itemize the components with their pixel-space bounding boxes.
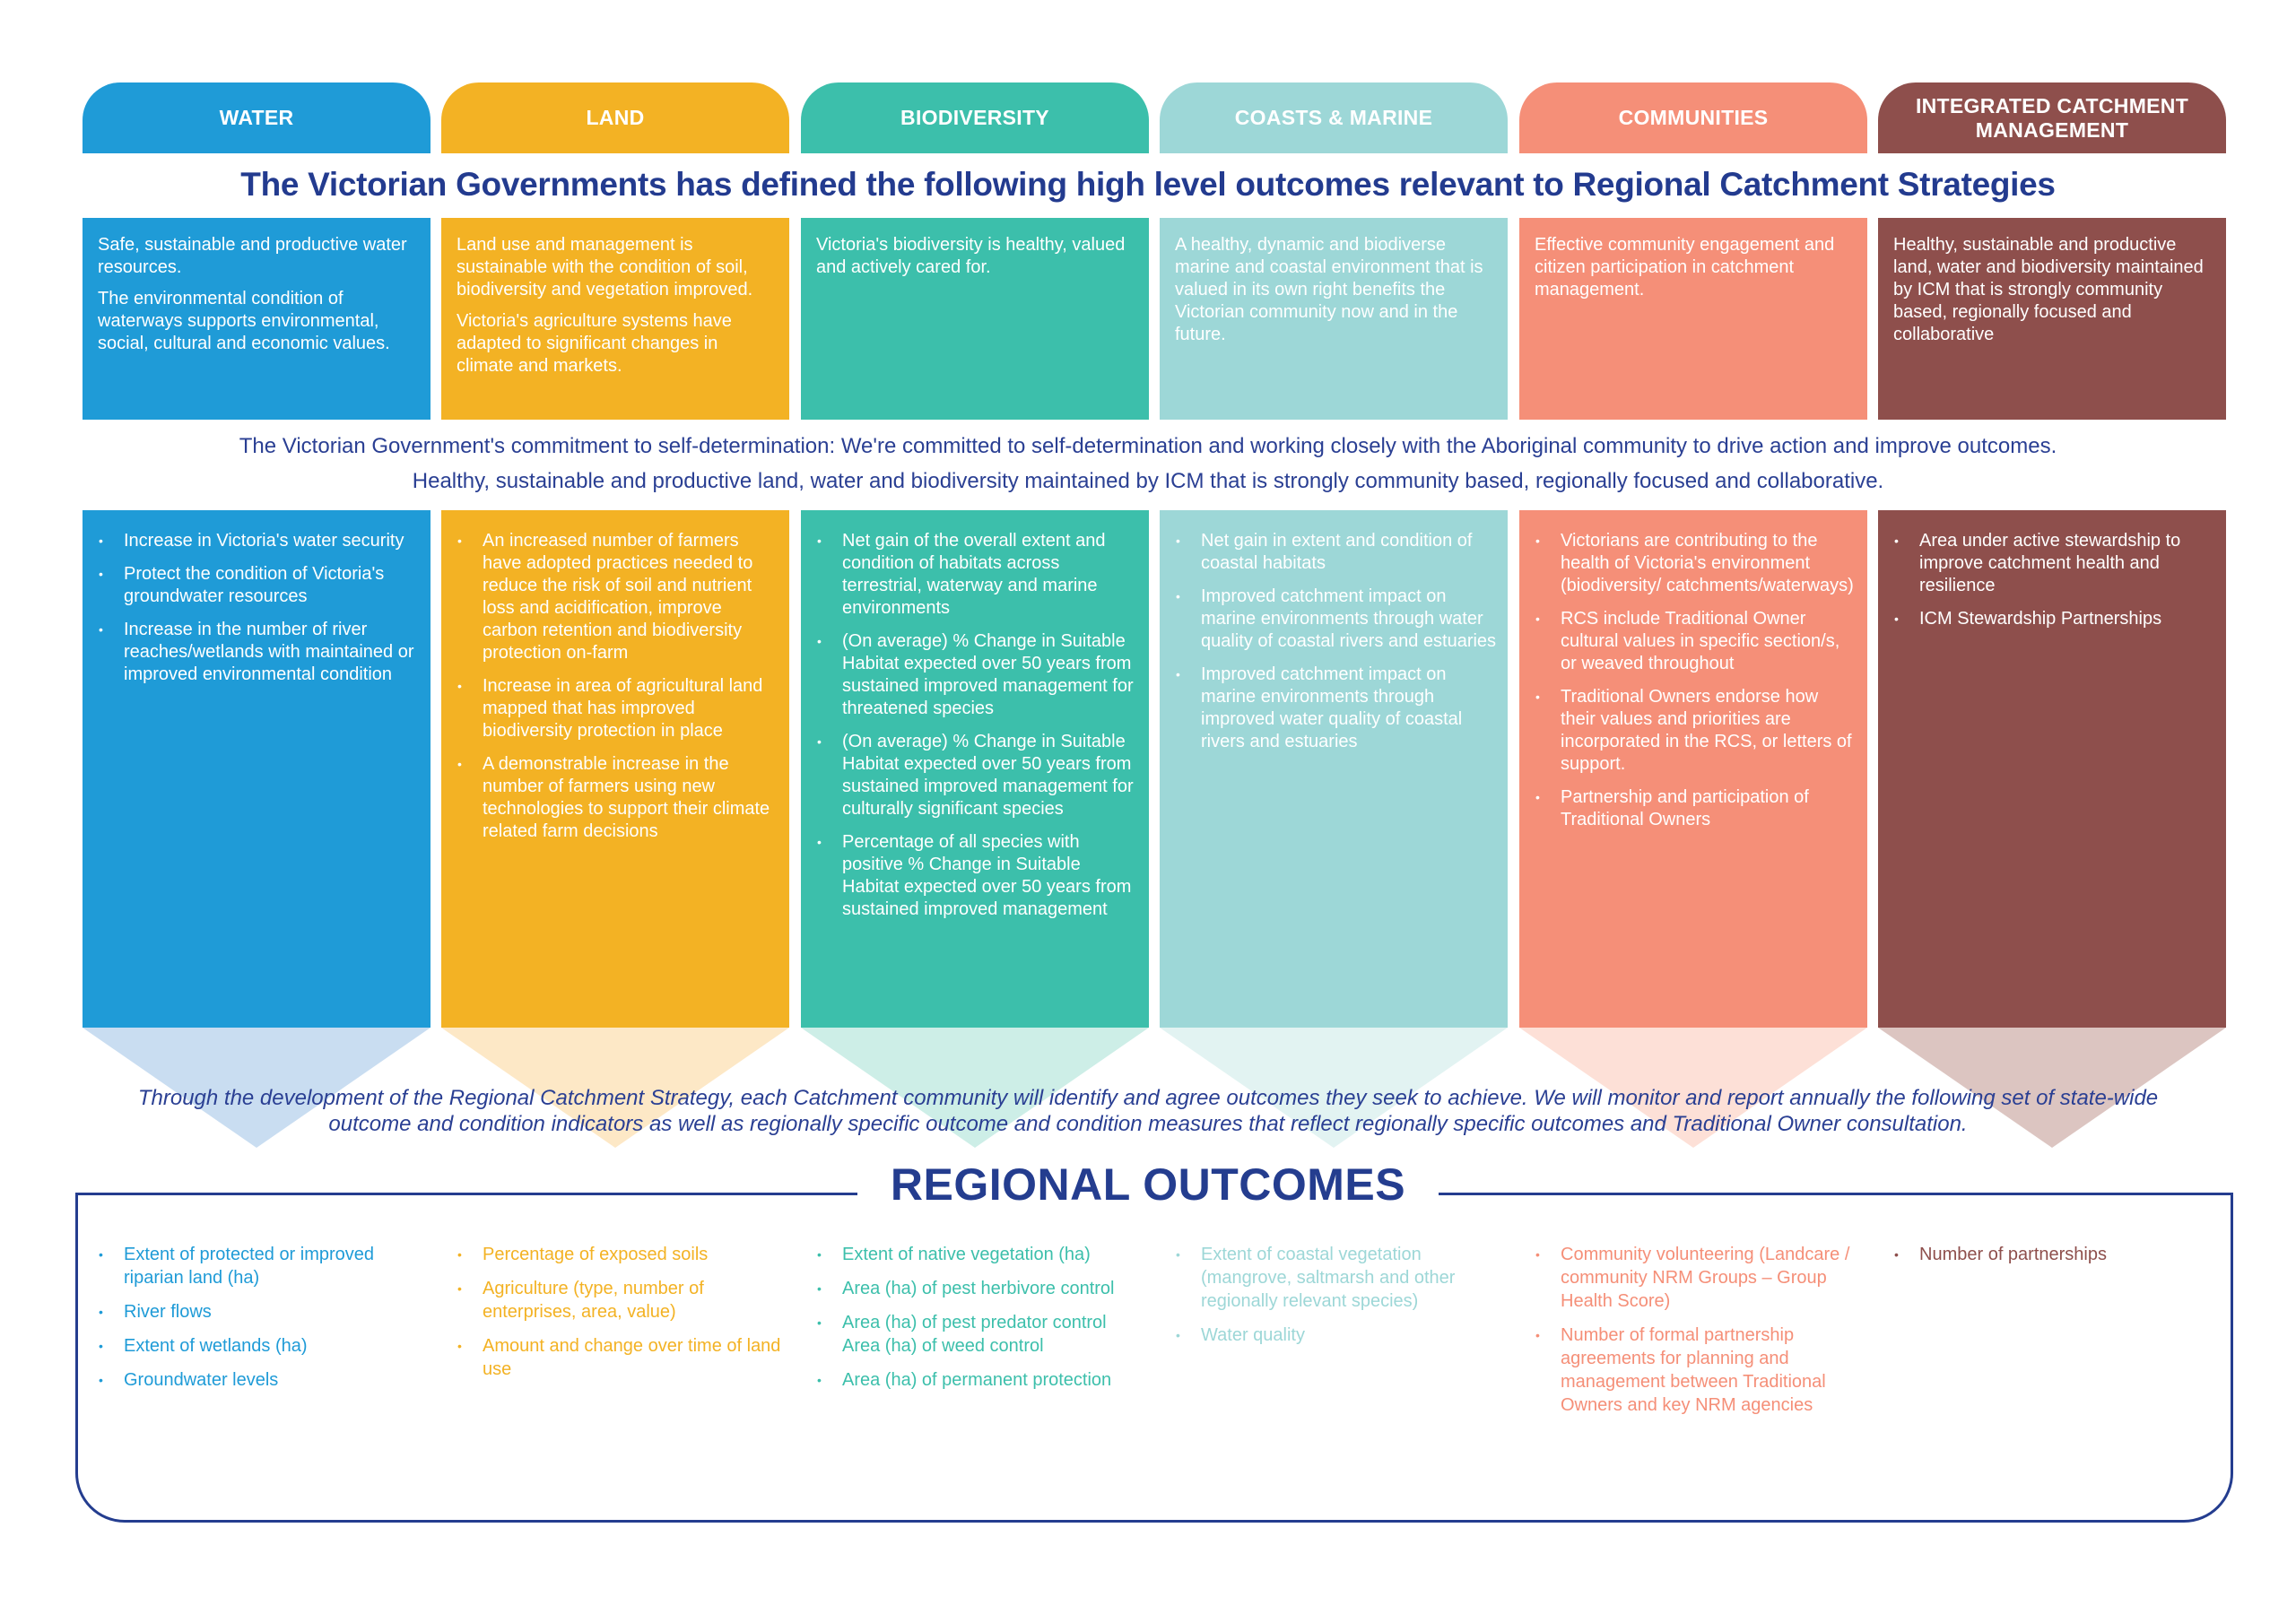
outcome-item: Area under active stewardship to improve… — [1892, 530, 2215, 597]
outcome-item: Percentage of all species with positive … — [815, 831, 1138, 921]
commitment-statement: The Victorian Government's commitment to… — [239, 434, 2057, 458]
regional-item: Groundwater levels — [97, 1368, 429, 1392]
vision-text: The environmental condition of waterways… — [98, 289, 390, 353]
outcome-item: Improved catchment impact on marine envi… — [1174, 586, 1497, 653]
icm-vision-box: Healthy, sustainable and productive land… — [1878, 218, 2226, 420]
vision-text: Victoria's biodiversity is healthy, valu… — [816, 235, 1126, 277]
icm-chevron — [1878, 1028, 2226, 1148]
outcomes-list: Net gain of the overall extent and condi… — [815, 530, 1138, 921]
communities-vision-box: Effective community engagement and citiz… — [1519, 218, 1867, 420]
regional-item: Water quality — [1174, 1324, 1506, 1347]
coasts-regional-list: Extent of coastal vegetation (mangrove, … — [1174, 1243, 1506, 1358]
outcomes-list: Area under active stewardship to improve… — [1892, 530, 2215, 630]
water-vision-box: Safe, sustainable and productive water r… — [83, 218, 430, 420]
land-regional-list: Percentage of exposed soils Agriculture (… — [456, 1243, 787, 1392]
water-regional-list: Extent of protected or improved riparian… — [97, 1243, 429, 1402]
regional-item: Extent of protected or improved riparian… — [97, 1243, 429, 1289]
regional-item: Number of formal partnership agreements … — [1534, 1324, 1866, 1417]
coasts-vision-box: A healthy, dynamic and biodiverse marine… — [1160, 218, 1508, 420]
outcome-item: Increase in the number of river reaches/… — [97, 619, 420, 686]
communities-outcomes-box: Victorians are contributing to the healt… — [1519, 510, 1867, 1028]
vision-text: Effective community engagement and citiz… — [1535, 235, 1835, 299]
outcome-item: Net gain in extent and condition of coas… — [1174, 530, 1497, 575]
outcome-item: Traditional Owners endorse how their val… — [1534, 686, 1857, 776]
regional-item: Area (ha) of pest predator control Area … — [815, 1311, 1147, 1358]
outcomes-list: An increased number of farmers have adop… — [456, 530, 778, 843]
regional-divider-right — [1439, 1193, 2233, 1195]
coasts-outcomes-box: Net gain in extent and condition of coas… — [1160, 510, 1508, 1028]
outcome-item: (On average) % Change in Suitable Habita… — [815, 731, 1138, 820]
regional-item: Area (ha) of permanent protection — [815, 1368, 1147, 1392]
water-chevron — [83, 1028, 430, 1148]
icm-statement: Healthy, sustainable and productive land… — [412, 469, 1884, 493]
header-land: LAND — [441, 82, 789, 153]
outcome-item: Protect the condition of Victoria's grou… — [97, 563, 420, 608]
regional-outcomes-title: REGIONAL OUTCOMES — [890, 1159, 1406, 1210]
regional-item: Extent of native vegetation (ha) — [815, 1243, 1147, 1266]
regional-item: River flows — [97, 1300, 429, 1324]
regional-divider-left — [75, 1193, 857, 1195]
outcome-item: Victorians are contributing to the healt… — [1534, 530, 1857, 597]
land-vision-box: Land use and management is sustainable w… — [441, 218, 789, 420]
regional-item: Extent of coastal vegetation (mangrove, … — [1174, 1243, 1506, 1313]
outcome-item: Improved catchment impact on marine envi… — [1174, 664, 1497, 753]
biodiversity-outcomes-box: Net gain of the overall extent and condi… — [801, 510, 1149, 1028]
regional-item: Number of partnerships — [1892, 1243, 2224, 1266]
water-outcomes-box: Increase in Victoria's water security Pro… — [83, 510, 430, 1028]
header-water: WATER — [83, 82, 430, 153]
land-outcomes-box: An increased number of farmers have adop… — [441, 510, 789, 1028]
outcome-item: (On average) % Change in Suitable Habita… — [815, 630, 1138, 720]
header-icm: INTEGRATED CATCHMENT MANAGEMENT — [1878, 82, 2226, 153]
regional-item: Area (ha) of pest herbivore control — [815, 1277, 1147, 1300]
biodiversity-regional-list: Extent of native vegetation (ha) Area (ha… — [815, 1243, 1147, 1402]
outcome-item: RCS include Traditional Owner cultural v… — [1534, 608, 1857, 675]
icm-outcomes-box: Area under active stewardship to improve… — [1878, 510, 2226, 1028]
outcomes-list: Net gain in extent and condition of coas… — [1174, 530, 1497, 753]
communities-chevron — [1519, 1028, 1867, 1148]
header-coasts: COASTS & MARINE — [1160, 82, 1508, 153]
regional-item: Community volunteering (Landcare / commu… — [1534, 1243, 1866, 1313]
page-title: The Victorian Governments has defined th… — [240, 166, 2056, 203]
coasts-chevron — [1160, 1028, 1508, 1148]
biodiversity-vision-box: Victoria's biodiversity is healthy, valu… — [801, 218, 1149, 420]
outcome-item: ICM Stewardship Partnerships — [1892, 608, 2215, 630]
monitoring-text: Through the development of the Regional … — [137, 1086, 2159, 1136]
regional-item: Extent of wetlands (ha) — [97, 1334, 429, 1358]
outcomes-list: Victorians are contributing to the healt… — [1534, 530, 1857, 831]
icm-regional-list: Number of partnerships — [1892, 1243, 2224, 1277]
vision-text: Land use and management is sustainable w… — [457, 235, 753, 299]
outcome-item: Partnership and participation of Traditi… — [1534, 786, 1857, 831]
outcome-item: Increase in area of agricultural land ma… — [456, 675, 778, 742]
header-biodiversity: BIODIVERSITY — [801, 82, 1149, 153]
outcome-item: An increased number of farmers have adop… — [456, 530, 778, 664]
vision-text: A healthy, dynamic and biodiverse marine… — [1175, 235, 1483, 344]
vision-text: Victoria's agriculture systems have adap… — [457, 311, 732, 376]
vision-text: Healthy, sustainable and productive land… — [1893, 235, 2204, 344]
biodiversity-chevron — [801, 1028, 1149, 1148]
outcome-item: A demonstrable increase in the number of… — [456, 753, 778, 843]
land-chevron — [441, 1028, 789, 1148]
outcome-item: Increase in Victoria's water security — [97, 530, 420, 552]
regional-item: Agriculture (type, number of enterprises… — [456, 1277, 787, 1324]
outcome-item: Net gain of the overall extent and condi… — [815, 530, 1138, 620]
regional-item: Amount and change over time of land use — [456, 1334, 787, 1381]
vision-text: Safe, sustainable and productive water r… — [98, 235, 407, 277]
header-communities: COMMUNITIES — [1519, 82, 1867, 153]
regional-item: Percentage of exposed soils — [456, 1243, 787, 1266]
regional-outcomes-box — [75, 1194, 2233, 1523]
communities-regional-list: Community volunteering (Landcare / commu… — [1534, 1243, 1866, 1428]
outcomes-list: Increase in Victoria's water security Pro… — [97, 530, 420, 686]
